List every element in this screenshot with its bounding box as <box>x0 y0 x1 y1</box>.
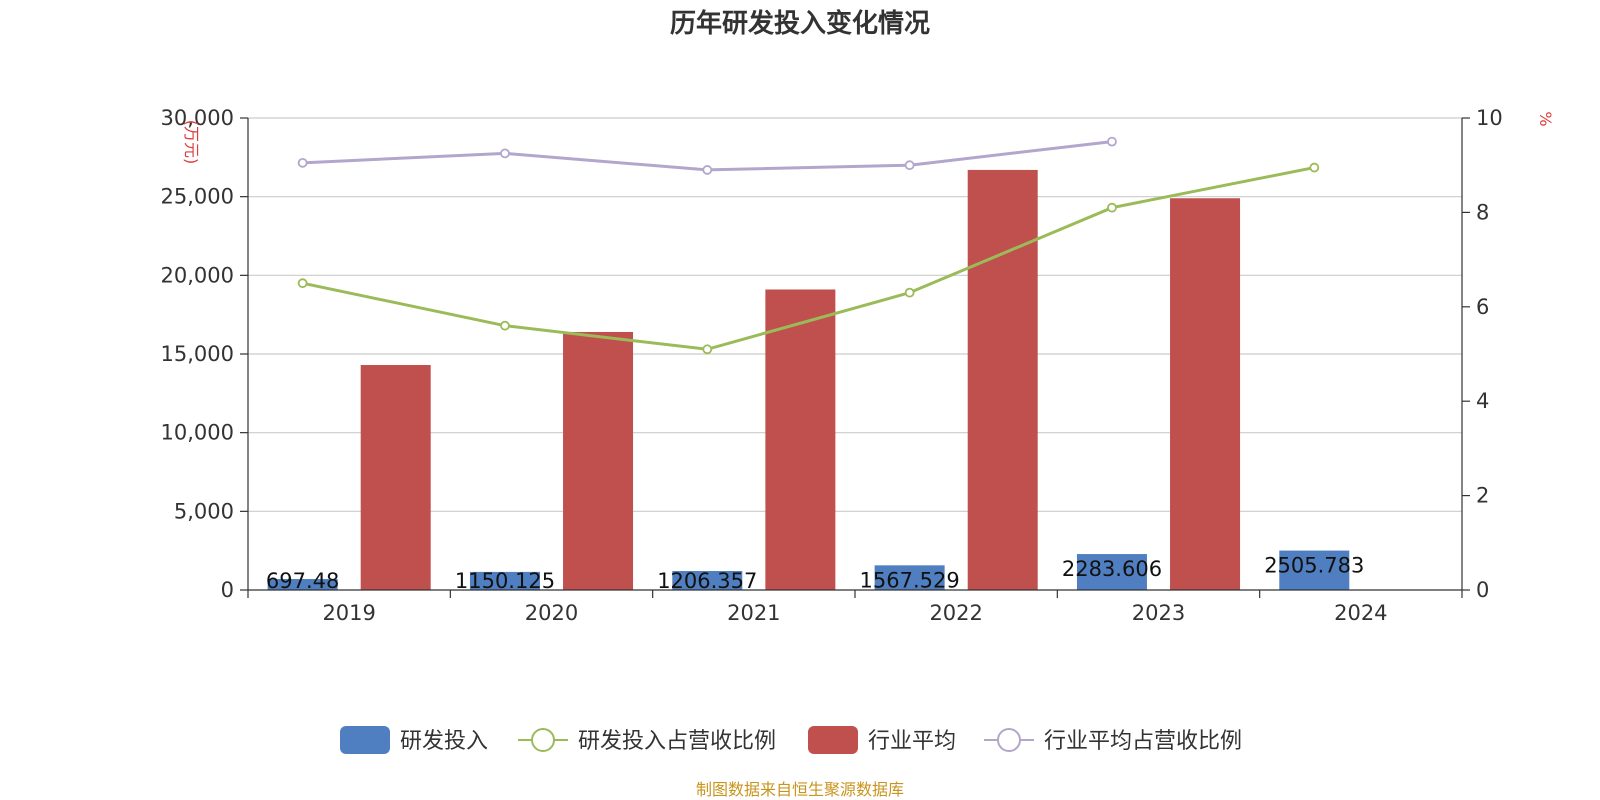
bar-rd <box>874 565 945 590</box>
line-point <box>904 160 915 171</box>
y-left-unit-label: (万元) <box>182 120 201 165</box>
bar-data-label: 1150.125 <box>455 569 555 593</box>
y-right-tick-label: 0 <box>1476 578 1489 602</box>
bar-data-label: 697.48 <box>266 569 339 593</box>
source-note: 制图数据来自恒生聚源数据库 <box>696 780 904 799</box>
y-right-tick-label: 2 <box>1476 484 1489 508</box>
legend: 研发投入 研发投入占营收比例 行业平均 行业平均占营收比例 <box>340 726 1242 754</box>
line-point <box>702 165 713 175</box>
bar-industry <box>360 365 431 590</box>
y-left-tick-label: 15,000 <box>161 342 234 366</box>
legend-swatch-bar <box>340 726 390 754</box>
line-point <box>297 157 308 168</box>
line-point <box>702 344 713 355</box>
legend-label: 研发投入占营收比例 <box>578 729 776 754</box>
y-left-tick-label: 30,000 <box>161 106 234 130</box>
y-right-tick-label: 6 <box>1476 295 1489 319</box>
line-point <box>1107 136 1117 147</box>
data-labels: 697.48 1150.125 1206.357 1567.529 2283.606 25… <box>266 554 1365 593</box>
bar-data-label: 1567.529 <box>860 568 960 592</box>
x-tick-label: 2023 <box>1132 601 1185 625</box>
y-left-tick-label: 20,000 <box>161 263 234 287</box>
line-point <box>500 320 510 331</box>
bars <box>267 169 1350 591</box>
bar-rd <box>1279 550 1350 590</box>
y-left-tick-label: 0 <box>221 578 234 602</box>
y-right-tick-label: 10 <box>1476 106 1503 130</box>
x-tick-label: 2022 <box>929 601 982 625</box>
bar-data-label: 1206.357 <box>657 569 757 593</box>
bar-industry <box>765 289 836 590</box>
legend-swatch-bar <box>808 726 858 754</box>
x-tick-label: 2024 <box>1334 601 1387 625</box>
bar-industry <box>967 169 1038 591</box>
legend-label: 行业平均占营收比例 <box>1044 729 1242 754</box>
line-point <box>500 148 510 159</box>
bar-industry <box>563 331 634 590</box>
lines <box>297 136 1320 355</box>
line-point <box>297 278 308 289</box>
bar-rd <box>267 579 338 590</box>
y-left-tick-label: 5,000 <box>174 499 234 523</box>
legend-swatch-marker <box>531 728 555 752</box>
line-point <box>1309 162 1320 173</box>
y-right-unit-label: % <box>1536 111 1555 126</box>
x-tick-label: 2021 <box>727 601 780 625</box>
bar-rd <box>1076 554 1147 590</box>
gridlines <box>248 117 1462 512</box>
y-left-tick-label: 25,000 <box>161 185 234 209</box>
axes: 0 5,000 10,000 15,000 20,000 25,000 30,000 0 2 4 6… <box>161 106 1555 625</box>
legend-label: 行业平均 <box>868 729 956 754</box>
legend-swatch-marker <box>997 728 1021 752</box>
x-tick-label: 2019 <box>322 601 375 625</box>
bar-rd <box>469 571 540 590</box>
chart-title: 历年研发投入变化情况 <box>670 8 930 39</box>
legend-label: 研发投入 <box>400 729 488 754</box>
y-right-tick-label: 8 <box>1476 200 1489 224</box>
bar-data-label: 2505.783 <box>1264 554 1364 578</box>
bar-rd <box>672 571 743 590</box>
y-right-tick-label: 4 <box>1476 389 1489 413</box>
x-tick-label: 2020 <box>525 601 578 625</box>
series-line <box>302 166 1315 351</box>
line-point <box>1107 202 1117 213</box>
bar-industry <box>1170 198 1241 591</box>
line-point <box>904 287 915 298</box>
bar-data-label: 2283.606 <box>1062 557 1162 581</box>
y-left-tick-label: 10,000 <box>161 421 234 445</box>
